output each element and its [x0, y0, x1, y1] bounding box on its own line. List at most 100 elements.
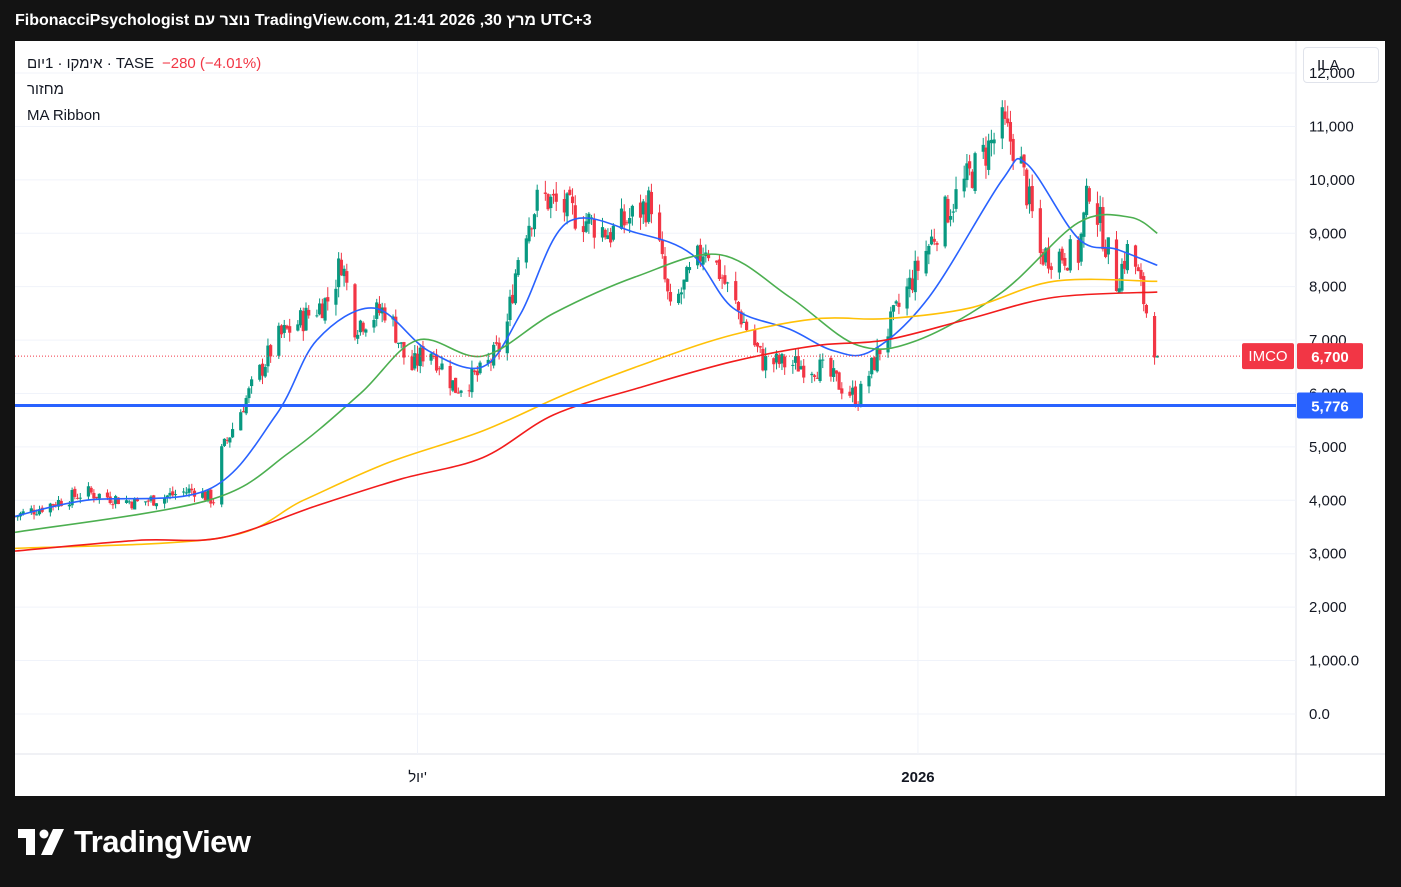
candle[interactable]: [970, 169, 974, 189]
candle[interactable]: [981, 137, 985, 159]
candle[interactable]: [258, 364, 262, 382]
candle[interactable]: [853, 380, 858, 408]
candle[interactable]: [848, 385, 852, 398]
candle[interactable]: [361, 321, 365, 335]
candle[interactable]: [337, 252, 341, 298]
candle[interactable]: [320, 298, 324, 319]
ma-2-line[interactable]: [15, 213, 1158, 534]
chart-panel[interactable]: 0.01,000.02,0003,0004,0005,0006,0007,000…: [15, 41, 1385, 796]
candle[interactable]: [772, 357, 776, 373]
candle[interactable]: [761, 342, 765, 372]
candle[interactable]: [415, 345, 420, 372]
candle[interactable]: [992, 132, 996, 155]
candle[interactable]: [154, 503, 159, 510]
candle[interactable]: [451, 380, 455, 393]
ma-3-line[interactable]: [15, 278, 1158, 550]
candle[interactable]: [524, 235, 528, 269]
candle[interactable]: [867, 370, 871, 394]
candle[interactable]: [886, 328, 890, 358]
candle[interactable]: [1003, 100, 1007, 125]
candle[interactable]: [609, 227, 613, 248]
candle[interactable]: [1095, 191, 1100, 237]
candle[interactable]: [152, 494, 156, 506]
candle[interactable]: [470, 360, 474, 398]
candle[interactable]: [342, 265, 346, 287]
candle[interactable]: [1027, 178, 1032, 214]
ma-slow-line[interactable]: [15, 291, 1158, 552]
candle[interactable]: [301, 307, 305, 341]
candle[interactable]: [356, 329, 360, 345]
candle[interactable]: [375, 298, 379, 327]
candle[interactable]: [1068, 234, 1072, 273]
candle[interactable]: [516, 257, 520, 278]
candle[interactable]: [973, 151, 977, 194]
candle[interactable]: [1136, 264, 1140, 272]
candle[interactable]: [660, 231, 664, 259]
candle[interactable]: [894, 299, 898, 307]
candle[interactable]: [508, 289, 512, 327]
candle[interactable]: [497, 337, 501, 360]
candle[interactable]: [203, 489, 207, 501]
candle[interactable]: [989, 129, 993, 157]
ma-fast-line[interactable]: [15, 157, 1158, 518]
candle[interactable]: [984, 136, 988, 179]
candle[interactable]: [239, 409, 243, 431]
candle[interactable]: [432, 351, 436, 360]
candle[interactable]: [394, 309, 398, 344]
candle[interactable]: [334, 279, 338, 316]
candle[interactable]: [494, 335, 498, 346]
candle[interactable]: [1025, 168, 1029, 209]
candle[interactable]: [467, 384, 471, 397]
candle[interactable]: [220, 443, 224, 508]
candle[interactable]: [910, 269, 915, 294]
candle[interactable]: [603, 228, 607, 240]
candle[interactable]: [948, 209, 953, 227]
candle[interactable]: [543, 180, 547, 201]
candle[interactable]: [413, 344, 417, 371]
candle[interactable]: [905, 278, 909, 316]
candle[interactable]: [720, 274, 724, 290]
candle[interactable]: [619, 198, 624, 230]
candle[interactable]: [209, 488, 213, 508]
candle[interactable]: [630, 204, 634, 226]
candle[interactable]: [201, 488, 205, 499]
candle[interactable]: [73, 486, 77, 500]
candle[interactable]: [410, 349, 414, 371]
candle[interactable]: [124, 495, 129, 504]
candle[interactable]: [1104, 239, 1108, 259]
candle[interactable]: [943, 195, 947, 249]
candle[interactable]: [372, 315, 376, 333]
candle[interactable]: [456, 387, 460, 394]
candle[interactable]: [228, 437, 232, 448]
candle[interactable]: [315, 309, 319, 318]
candle[interactable]: [473, 369, 477, 375]
candle[interactable]: [399, 342, 403, 349]
candle[interactable]: [715, 260, 719, 265]
candle[interactable]: [1101, 197, 1105, 252]
candle[interactable]: [1038, 199, 1042, 265]
candle[interactable]: [755, 342, 760, 353]
candle[interactable]: [764, 347, 768, 379]
candle[interactable]: [127, 499, 131, 505]
candle[interactable]: [108, 491, 112, 505]
candle[interactable]: [429, 352, 433, 365]
candle[interactable]: [1152, 312, 1157, 365]
candle[interactable]: [288, 318, 292, 342]
candle[interactable]: [1057, 248, 1061, 280]
candle[interactable]: [1125, 240, 1129, 274]
candle[interactable]: [1008, 110, 1013, 155]
candle[interactable]: [551, 189, 556, 204]
candle[interactable]: [358, 319, 363, 336]
candle[interactable]: [647, 186, 651, 224]
candle[interactable]: [758, 345, 762, 354]
candle[interactable]: [793, 349, 798, 370]
candle[interactable]: [649, 183, 654, 224]
candle[interactable]: [799, 360, 803, 370]
candle[interactable]: [1120, 258, 1124, 294]
candle[interactable]: [146, 498, 150, 507]
candle[interactable]: [834, 370, 838, 382]
candle[interactable]: [818, 353, 822, 383]
candle[interactable]: [573, 195, 577, 231]
candle[interactable]: [402, 341, 406, 365]
candle[interactable]: [837, 371, 841, 390]
